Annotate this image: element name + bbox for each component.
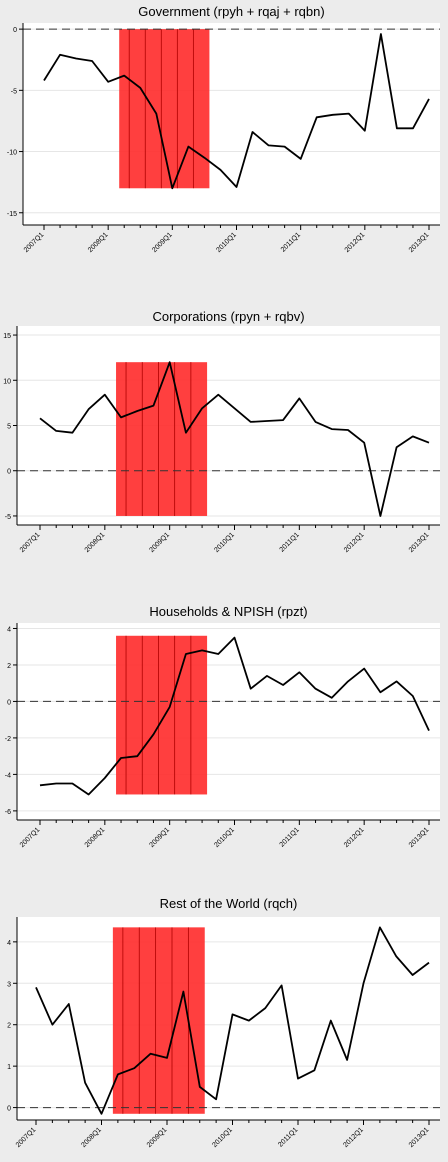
x-tick-label: 2007Q1 bbox=[15, 1126, 38, 1149]
x-tick-label: 2012Q1 bbox=[343, 826, 366, 849]
x-tick-label: 2010Q1 bbox=[211, 1126, 234, 1149]
x-tick-label: 2009Q1 bbox=[151, 231, 174, 254]
chart-panel-4: Rest of the World (rqch) 4 3 2 1 0 2007Q1 2008Q… bbox=[7, 896, 440, 1149]
series-line bbox=[43, 33, 430, 190]
chart-panel-2: Corporations (rpyn + rqbv) 15 10 5 0 -5 2007Q1… bbox=[3, 309, 440, 554]
y-tick-label: -5 bbox=[5, 514, 11, 521]
y-tick-label: -6 bbox=[5, 809, 11, 816]
x-tick-label: 2013Q1 bbox=[408, 231, 431, 254]
y-tick-label: 0 bbox=[7, 1106, 11, 1113]
y-tick-label: -4 bbox=[5, 772, 11, 779]
y-tick-label: 0 bbox=[13, 27, 17, 34]
x-tick-label: 2009Q1 bbox=[149, 826, 172, 849]
recession-shade bbox=[116, 635, 208, 795]
recession-shade bbox=[119, 29, 210, 189]
x-tick-label: 2009Q1 bbox=[146, 1126, 169, 1149]
y-tick-label: 15 bbox=[3, 333, 11, 340]
plot-area bbox=[17, 623, 440, 820]
x-tick-label: 2011Q1 bbox=[280, 231, 302, 253]
chart-panel-1: Government (rpyh + rqaj + rqbn) 0 -5 -10 -15… bbox=[7, 4, 440, 254]
y-tick-label: 3 bbox=[7, 981, 11, 988]
x-tick-label: 2011Q1 bbox=[279, 531, 301, 553]
y-tick-label: 4 bbox=[7, 940, 11, 947]
x-tick-label: 2010Q1 bbox=[213, 826, 236, 849]
x-tick-label: 2013Q1 bbox=[408, 826, 431, 849]
y-tick-label: 10 bbox=[3, 378, 11, 385]
x-tick-label: 2013Q1 bbox=[408, 1126, 431, 1149]
x-tick-label: 2009Q1 bbox=[149, 531, 172, 554]
plot-area bbox=[23, 23, 440, 225]
x-tick-label: 2012Q1 bbox=[344, 231, 367, 254]
recession-shade bbox=[116, 362, 208, 516]
chart-title: Rest of the World (rqch) bbox=[160, 896, 298, 911]
x-tick-label: 2012Q1 bbox=[343, 531, 366, 554]
series-line bbox=[39, 636, 430, 796]
plot-area bbox=[17, 917, 440, 1120]
y-tick-label: 0 bbox=[7, 699, 11, 706]
x-tick-label: 2008Q1 bbox=[84, 826, 107, 849]
x-tick-label: 2011Q1 bbox=[277, 1126, 299, 1148]
series-line bbox=[39, 361, 430, 517]
chart-title: Corporations (rpyn + rqbv) bbox=[152, 309, 304, 324]
y-tick-label: 5 bbox=[7, 424, 11, 431]
x-tick-label: 2007Q1 bbox=[23, 231, 46, 254]
x-tick-label: 2007Q1 bbox=[19, 531, 42, 554]
x-tick-label: 2010Q1 bbox=[213, 531, 236, 554]
x-tick-label: 2010Q1 bbox=[215, 231, 238, 254]
y-tick-label: -2 bbox=[5, 736, 11, 743]
x-tick-label: 2012Q1 bbox=[342, 1126, 365, 1149]
chart-panel-3: Households & NPISH (rpzt) 4 2 0 -2 -4 -6 2007Q1… bbox=[5, 604, 440, 849]
y-tick-label: 2 bbox=[7, 663, 11, 670]
y-tick-label: 2 bbox=[7, 1023, 11, 1030]
x-tick-label: 2013Q1 bbox=[408, 531, 431, 554]
x-tick-label: 2008Q1 bbox=[87, 231, 110, 254]
y-tick-label: -10 bbox=[7, 150, 17, 157]
x-tick-label: 2008Q1 bbox=[84, 531, 107, 554]
recession-shade bbox=[112, 927, 205, 1114]
series-line bbox=[35, 926, 430, 1115]
y-tick-label: 0 bbox=[7, 469, 11, 476]
y-tick-label: -15 bbox=[7, 211, 17, 218]
chart-title: Government (rpyh + rqaj + rqbn) bbox=[138, 4, 324, 19]
y-tick-label: 1 bbox=[7, 1064, 11, 1071]
x-tick-label: 2007Q1 bbox=[19, 826, 42, 849]
chart-title: Households & NPISH (rpzt) bbox=[149, 604, 307, 619]
y-tick-label: 4 bbox=[7, 626, 11, 633]
y-tick-label: -5 bbox=[11, 88, 17, 95]
x-tick-label: 2008Q1 bbox=[80, 1126, 103, 1149]
x-tick-label: 2011Q1 bbox=[279, 826, 301, 848]
